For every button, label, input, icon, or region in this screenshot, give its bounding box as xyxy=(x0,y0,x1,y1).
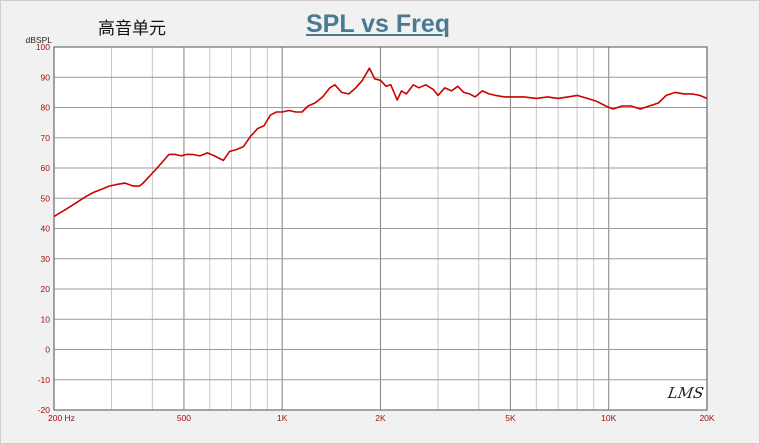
y-tick-label: 60 xyxy=(41,163,51,173)
x-tick-label: 200 Hz xyxy=(48,413,75,423)
y-tick-label: 0 xyxy=(45,345,50,355)
x-tick-label: 500 xyxy=(177,413,191,423)
y-tick-label: 10 xyxy=(41,314,51,324)
spl-series-line xyxy=(53,67,708,218)
y-tick-label: 90 xyxy=(41,72,51,82)
y-tick-label: 100 xyxy=(36,42,50,52)
axis-layer: -20 -10 0 10 20 30 40 50 60 70 80 90 100 200 Hz 500 1K 2… xyxy=(36,42,715,423)
y-tick-label: 70 xyxy=(41,133,51,143)
plot-border xyxy=(53,46,708,411)
y-tick-label: -10 xyxy=(38,375,51,385)
grid-layer xyxy=(53,46,708,411)
y-tick-label: 40 xyxy=(41,224,51,234)
y-axis-label: dBSPL xyxy=(26,35,53,45)
x-tick-label: 10K xyxy=(601,413,616,423)
lms-logo: LMS xyxy=(666,384,705,402)
y-tick-label: -20 xyxy=(38,405,51,415)
y-tick-label: 80 xyxy=(41,103,51,113)
y-tick-label: 20 xyxy=(41,284,51,294)
x-tick-label: 5K xyxy=(505,413,516,423)
chart-subtitle: 高音单元 xyxy=(98,19,166,39)
chart-title: SPL vs Freq xyxy=(306,10,451,38)
series-layer xyxy=(53,67,708,218)
x-tick-label: 20K xyxy=(699,413,714,423)
x-tick-label: 1K xyxy=(277,413,288,423)
y-tick-label: 30 xyxy=(41,254,51,264)
x-tick-label: 2K xyxy=(375,413,386,423)
y-tick-label: 50 xyxy=(41,193,51,203)
